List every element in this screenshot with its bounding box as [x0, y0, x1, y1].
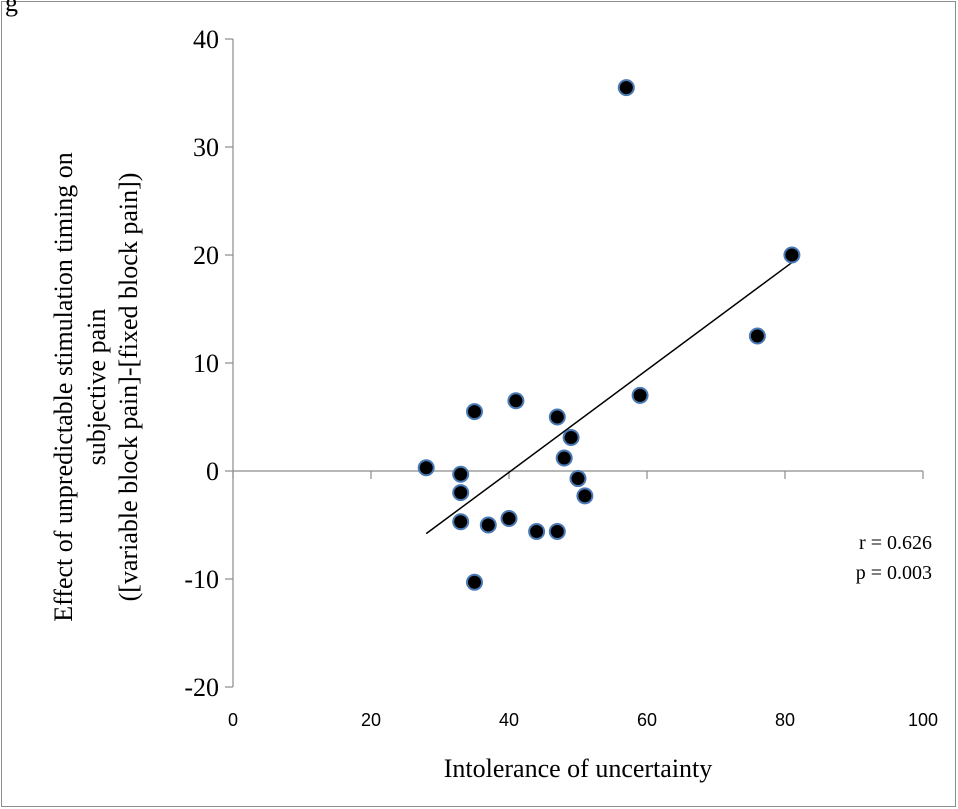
y-axis-title: Effect of unpredictable stimulation timi…	[49, 152, 143, 622]
y-tick-label: -20	[184, 673, 219, 702]
trendline	[425, 261, 793, 535]
y-axis-title-line: ([variable block pain]-[fixed block pain…	[114, 173, 143, 602]
y-tick-label: 20	[193, 241, 219, 270]
y-axis-title-line: Effect of unpredictable stimulation timi…	[49, 152, 78, 622]
x-tick-label: 100	[908, 710, 938, 730]
data-point	[783, 246, 801, 264]
data-point	[555, 449, 573, 467]
data-point	[479, 516, 497, 534]
stat-r-annotation: r = 0.626	[859, 532, 932, 554]
trendline-layer	[425, 261, 793, 535]
data-point	[562, 429, 580, 447]
x-tick-label: 20	[361, 710, 381, 730]
y-tick-label: 0	[206, 457, 219, 486]
data-point	[631, 386, 649, 404]
x-tick-label: 40	[499, 710, 519, 730]
stat-p-annotation: p = 0.003	[856, 562, 932, 584]
x-tick-label: 0	[228, 710, 238, 730]
panel-label: g	[5, 0, 18, 17]
data-point	[452, 465, 470, 483]
x-tick-labels: 0 20 40 60 80 100	[228, 710, 938, 730]
data-points	[417, 79, 801, 591]
y-tick-label: 10	[193, 349, 219, 378]
data-point	[452, 513, 470, 531]
data-point	[617, 79, 635, 97]
data-point	[500, 510, 518, 528]
x-tick-label: 80	[775, 710, 795, 730]
y-tick-label: -10	[184, 565, 219, 594]
data-point	[466, 573, 483, 591]
data-point	[507, 392, 525, 410]
y-tick-labels: -20 -10 0 10 20 30 40	[184, 25, 219, 702]
y-axis-title-line: subjective pain	[82, 309, 111, 466]
data-point	[548, 408, 566, 426]
x-tick-label: 60	[637, 710, 657, 730]
data-point	[748, 327, 766, 345]
y-tick-label: 40	[193, 25, 219, 54]
data-point	[576, 487, 594, 505]
data-point	[528, 522, 546, 540]
data-point	[569, 470, 587, 488]
x-axis-title: Intolerance of uncertainty	[444, 754, 713, 783]
data-point	[466, 403, 483, 421]
data-point	[417, 459, 435, 477]
data-point	[452, 484, 470, 502]
data-point	[548, 522, 566, 540]
y-tick-label: 30	[193, 133, 219, 162]
axes	[225, 38, 924, 688]
